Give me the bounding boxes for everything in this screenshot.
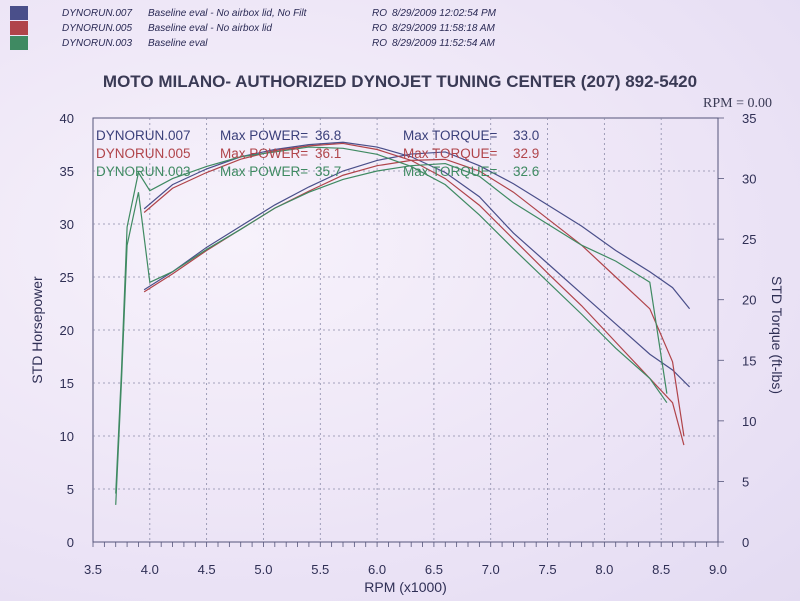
run-003-description: Baseline eval: [148, 37, 208, 49]
x-tick-label: 7.5: [539, 562, 557, 577]
y-right-tick-label: 0: [742, 535, 749, 550]
summary-run-name: DYNORUN.005: [96, 146, 191, 161]
rpm-readout: RPM = 0.00: [703, 96, 772, 111]
summary-max-power-value: 35.7: [315, 164, 341, 179]
summary-max-power-value: 36.8: [315, 128, 341, 143]
y-left-tick-label: 35: [60, 164, 74, 179]
dynorun-007-horsepower-line: [143, 151, 691, 310]
run-005-datetime: 8/29/2009 11:58:18 AM: [392, 22, 495, 34]
legend-row-run-003: DYNORUN.003 Baseline eval RO 8/29/2009 1…: [10, 36, 495, 50]
summary-max-torque-value: 32.9: [513, 146, 539, 161]
y-left-axis-label: STD Horsepower: [29, 276, 45, 384]
x-tick-label: 8.0: [595, 562, 613, 577]
y-left-tick-label: 15: [60, 376, 74, 391]
dynorun-005-horsepower-line: [143, 158, 685, 437]
x-axis-label: RPM (x1000): [364, 579, 446, 595]
summary-max-torque-label: Max TORQUE=: [403, 164, 498, 179]
run-007-color-swatch: [10, 6, 28, 20]
x-tick-label: 4.0: [141, 562, 159, 577]
run-007-description: Baseline eval - No airbox lid, No Filt: [148, 7, 307, 19]
y-right-axis-label: STD Torque (ft-lbs): [769, 276, 785, 394]
y-left-tick-label: 10: [60, 429, 74, 444]
y-left-tick-label: 0: [67, 535, 74, 550]
y-right-tick-label: 5: [742, 474, 749, 489]
run-003-color-swatch: [10, 36, 28, 50]
summary-run-name: DYNORUN.007: [96, 128, 191, 143]
run-007-datetime: 8/29/2009 12:02:54 PM: [392, 7, 496, 19]
page-title: MOTO MILANO- AUTHORIZED DYNOJET TUNING C…: [102, 72, 698, 91]
y-left-tick-label: 25: [60, 270, 74, 285]
run-007-flag: RO: [372, 7, 387, 19]
x-tick-label: 5.5: [311, 562, 329, 577]
summary-max-power-label: Max POWER=: [220, 128, 308, 143]
run-005-flag: RO: [372, 22, 387, 34]
summary-max-torque-value: 33.0: [513, 128, 539, 143]
summary-max-power-label: Max POWER=: [220, 146, 308, 161]
y-left-tick-label: 20: [60, 323, 74, 338]
y-left-tick-label: 5: [67, 482, 74, 497]
run-003-datetime: 8/29/2009 11:52:54 AM: [392, 37, 495, 49]
y-right-tick-label: 25: [742, 232, 756, 247]
run-005-description: Baseline eval - No airbox lid: [148, 22, 272, 34]
x-tick-label: 8.5: [652, 562, 670, 577]
run-003-flag: RO: [372, 37, 387, 49]
x-tick-label: 3.5: [84, 562, 102, 577]
x-tick-label: 7.0: [482, 562, 500, 577]
legend-row-run-007: DYNORUN.007 Baseline eval - No airbox li…: [10, 6, 496, 20]
y-left-tick-label: 30: [60, 217, 74, 232]
x-tick-label: 6.0: [368, 562, 386, 577]
y-right-tick-label: 10: [742, 414, 756, 429]
x-tick-label: 9.0: [709, 562, 727, 577]
x-tick-label: 5.0: [254, 562, 272, 577]
run-005-color-swatch: [10, 21, 28, 35]
x-tick-label: 6.5: [425, 562, 443, 577]
dynorun-003-torque-line: [115, 146, 668, 494]
dynorun-003-horsepower-line: [115, 162, 668, 505]
y-right-tick-label: 35: [742, 111, 756, 126]
summary-run-name: DYNORUN.003: [96, 164, 191, 179]
legend-row-run-005: DYNORUN.005 Baseline eval - No airbox li…: [10, 21, 495, 35]
summary-max-torque-value: 32.6: [513, 164, 539, 179]
summary-max-torque-label: Max TORQUE=: [403, 146, 498, 161]
summary-max-torque-label: Max TORQUE=: [403, 128, 498, 143]
x-tick-label: 4.5: [198, 562, 216, 577]
run-003-name: DYNORUN.003: [62, 37, 133, 49]
y-left-tick-label: 40: [60, 111, 74, 126]
dynorun-005-torque-line: [143, 142, 685, 446]
y-right-tick-label: 15: [742, 353, 756, 368]
y-right-tick-label: 20: [742, 293, 756, 308]
y-right-tick-label: 30: [742, 172, 756, 187]
summary-max-power-value: 36.1: [315, 146, 341, 161]
run-005-name: DYNORUN.005: [62, 22, 133, 34]
summary-max-power-label: Max POWER=: [220, 164, 308, 179]
run-007-name: DYNORUN.007: [62, 7, 133, 19]
